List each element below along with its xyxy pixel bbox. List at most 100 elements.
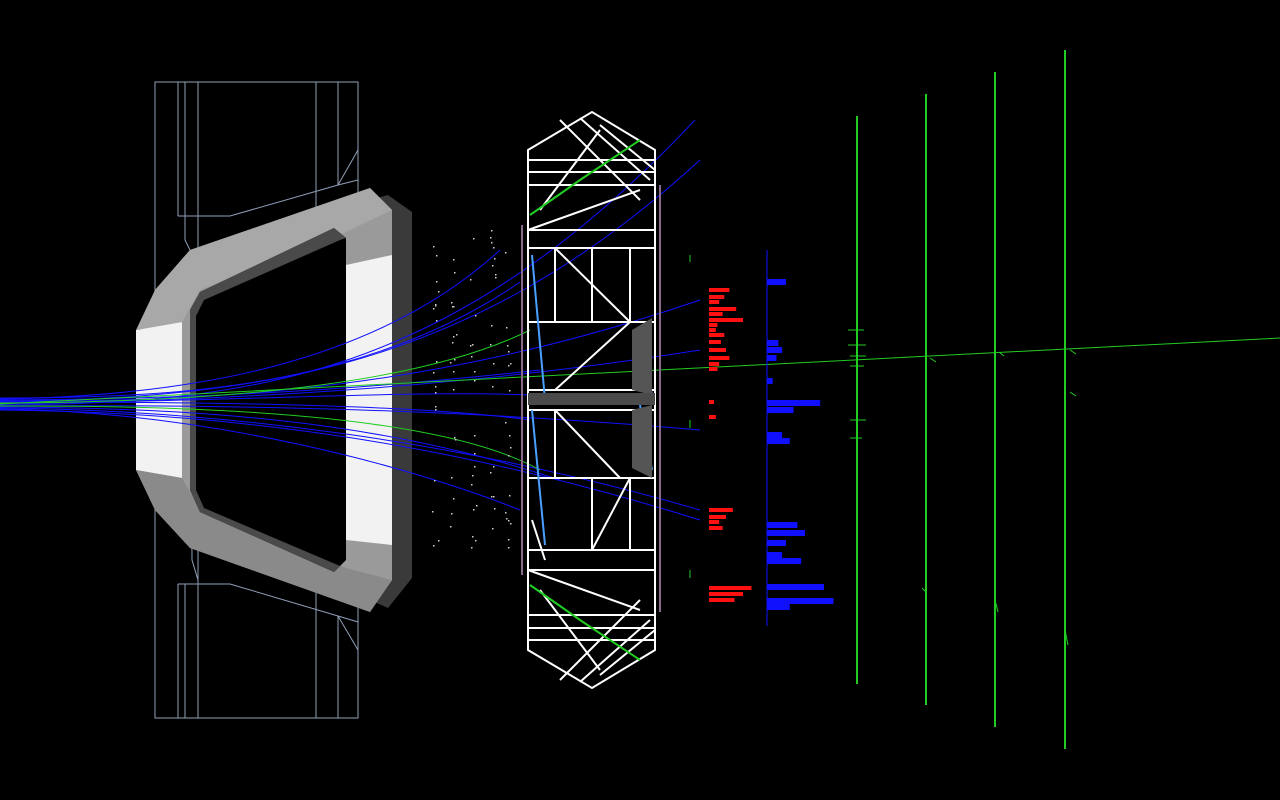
hcal-hit xyxy=(767,279,786,285)
tracker-hit xyxy=(505,422,507,424)
tracker-hit xyxy=(490,472,492,474)
dipole-magnet xyxy=(136,188,412,612)
ecal-hit xyxy=(709,356,730,360)
ecal-hit xyxy=(709,300,720,304)
tracker-hit xyxy=(475,540,477,542)
track xyxy=(0,406,561,481)
ecal-hit xyxy=(709,307,737,311)
tracker-hit xyxy=(491,242,493,244)
tracker-hit xyxy=(454,359,456,361)
tracker-hit xyxy=(508,539,510,541)
tracker-hit xyxy=(473,238,475,240)
tracker-hit xyxy=(433,545,435,547)
tracker-hit xyxy=(506,327,508,329)
muon-stations xyxy=(856,50,1066,749)
ecal-hit xyxy=(709,333,725,337)
tracker-hit xyxy=(472,536,474,538)
tracker-hit xyxy=(509,435,511,437)
tracker-hit xyxy=(493,496,495,498)
rich-mirrors xyxy=(521,139,661,661)
tracker-hit xyxy=(493,247,495,249)
tracker-hit xyxy=(493,363,495,365)
track xyxy=(0,281,521,402)
magnet-bottom-bevel xyxy=(136,470,392,612)
tracker-hit xyxy=(453,306,455,308)
tracker-hit xyxy=(454,272,456,274)
tracker-hit xyxy=(453,371,455,373)
tracker-hit xyxy=(435,305,437,307)
track xyxy=(0,329,531,404)
hcal-hit xyxy=(767,407,794,413)
ecal-hit xyxy=(709,348,726,352)
tracker-hit xyxy=(474,371,476,373)
ecal-hit xyxy=(709,598,735,602)
tracker-hit xyxy=(494,508,496,510)
rich-outline xyxy=(527,110,656,690)
vertex-chamber xyxy=(154,81,359,719)
tracker-hit xyxy=(475,315,477,317)
tracker-hit xyxy=(492,386,494,388)
tracker-hit xyxy=(435,406,437,408)
hcal-hit xyxy=(767,400,821,406)
ecal-hit xyxy=(709,323,718,327)
tracker-hit xyxy=(453,259,455,261)
track xyxy=(0,409,701,521)
ecal-hit xyxy=(709,520,720,524)
tracker-hit xyxy=(435,304,437,306)
tracker-hit xyxy=(433,308,435,310)
ecal-hit xyxy=(709,592,743,596)
ecal-hit xyxy=(709,312,723,316)
rich-detector xyxy=(527,110,656,690)
tracker-hit xyxy=(450,526,452,528)
tracker-hit xyxy=(456,334,458,336)
tracker-hit xyxy=(491,496,493,498)
hcal-hit xyxy=(767,552,783,558)
tracker-hit xyxy=(505,512,507,514)
ecal-hit xyxy=(709,340,721,344)
hcal-hit xyxy=(767,530,805,536)
tracker-hit xyxy=(505,252,507,254)
ecal-hit xyxy=(709,318,743,322)
ecal-hit xyxy=(709,328,716,332)
hcal-hit xyxy=(767,584,824,590)
tracker-hit xyxy=(473,509,475,511)
tracker-hit xyxy=(433,246,435,248)
tracker-hit xyxy=(474,466,476,468)
tracker-hit xyxy=(474,380,476,382)
ecal-hit xyxy=(709,515,726,519)
tracker-hit xyxy=(492,528,494,530)
tracker-hit xyxy=(453,498,455,500)
charged-tracks xyxy=(0,119,701,521)
tracker-hit xyxy=(491,230,493,232)
tracker-hit xyxy=(451,477,453,479)
tracker-hit xyxy=(452,306,454,308)
tracker-hit xyxy=(455,439,457,441)
hcal-hit xyxy=(767,378,773,384)
tracker-hit xyxy=(506,518,508,520)
track xyxy=(0,249,501,400)
tracker-hit xyxy=(470,345,472,347)
ecal-hit xyxy=(709,288,730,292)
ecal-hit xyxy=(709,295,725,299)
tracker-hit xyxy=(450,362,452,364)
tracker-hit xyxy=(490,237,492,239)
tracker-hit xyxy=(490,344,492,346)
tracker-hit xyxy=(451,302,453,304)
tracker-hit xyxy=(471,547,473,549)
tracker-hit xyxy=(474,435,476,437)
ecal xyxy=(689,255,752,602)
muon-hits xyxy=(848,329,1077,646)
tracker-hit xyxy=(472,344,474,346)
track xyxy=(0,407,701,511)
track xyxy=(0,408,521,511)
track xyxy=(0,405,701,431)
tracker-hit xyxy=(495,277,497,279)
tracker-hit xyxy=(436,281,438,283)
tracker-hit xyxy=(508,455,510,457)
tracker-hit xyxy=(495,274,497,276)
hcal-hit xyxy=(767,340,779,346)
tracker-hit xyxy=(453,389,455,391)
hcal-hit xyxy=(767,438,790,444)
tracker-hit xyxy=(435,409,437,411)
tracker-hit xyxy=(436,361,438,363)
